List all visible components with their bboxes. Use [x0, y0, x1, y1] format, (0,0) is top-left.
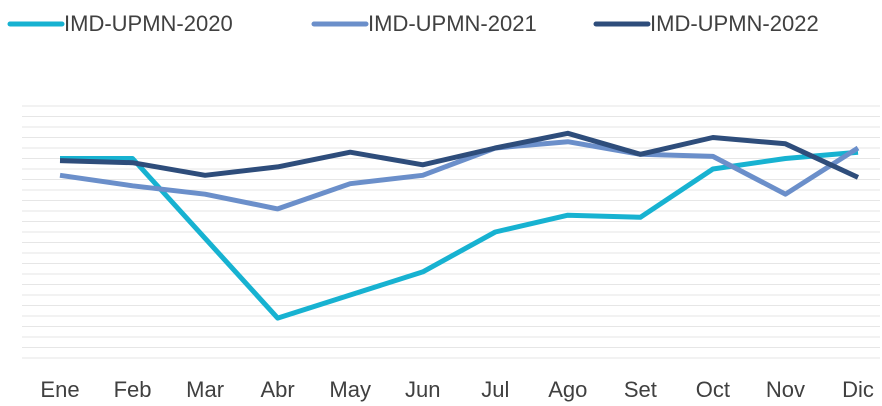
series-line	[59, 130, 860, 180]
series-line	[60, 149, 859, 321]
x-tick-label: Ago	[548, 377, 587, 402]
x-tick-label: Ene	[40, 377, 79, 402]
legend-label: IMD-UPMN-2020	[64, 11, 233, 36]
x-tick-label: Dic	[842, 377, 874, 402]
x-tick-label: Feb	[114, 377, 152, 402]
x-tick-label: Abr	[261, 377, 295, 402]
x-tick-label: May	[329, 377, 371, 402]
x-tick-label: Oct	[696, 377, 730, 402]
x-tick-label: Nov	[766, 377, 805, 402]
x-tick-label: Jun	[405, 377, 440, 402]
legend-label: IMD-UPMN-2021	[368, 11, 537, 36]
x-tick-label: Mar	[186, 377, 224, 402]
legend-label: IMD-UPMN-2022	[650, 11, 819, 36]
x-tick-label: Set	[624, 377, 657, 402]
series-line	[59, 139, 860, 212]
x-tick-label: Jul	[481, 377, 509, 402]
